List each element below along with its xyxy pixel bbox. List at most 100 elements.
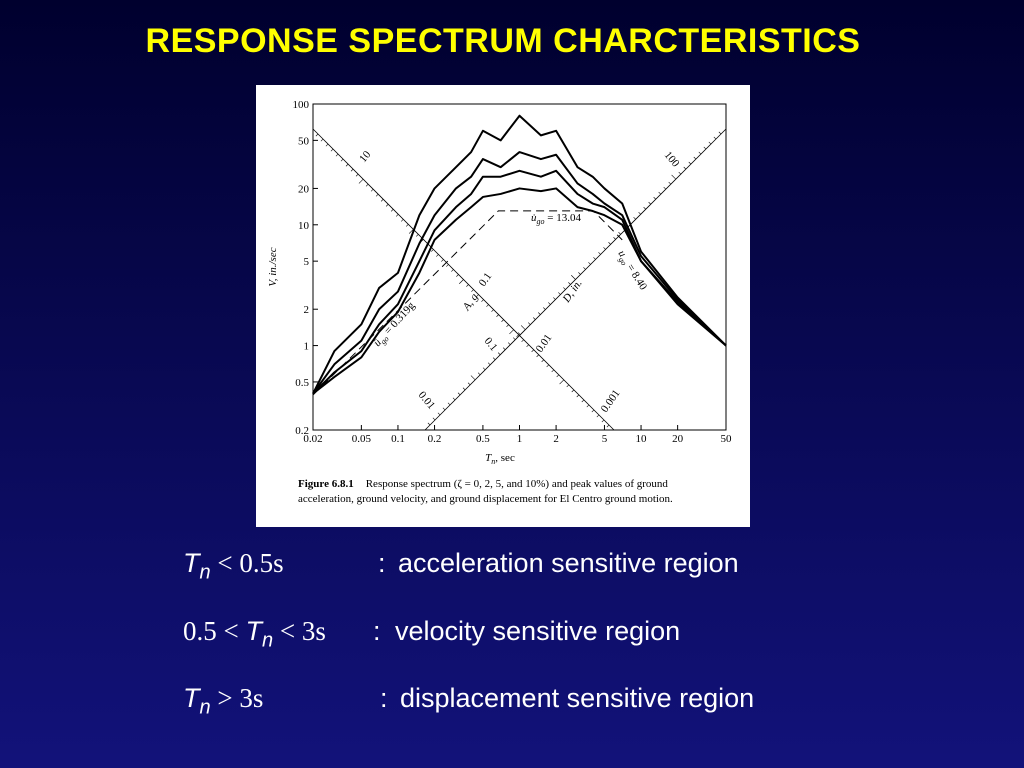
diagonal-tick — [512, 337, 516, 340]
diagonal-tick — [442, 407, 446, 411]
diagonal-tick — [471, 289, 474, 292]
spectrum-line — [312, 151, 727, 395]
y-tick-label: 50 — [298, 135, 310, 147]
diagonal-tick — [452, 397, 456, 401]
region-item: Tn < 0.5s: acceleration sensitive region — [183, 548, 739, 584]
spectrum-line — [312, 187, 727, 395]
diagonal-tick — [345, 163, 349, 167]
diagonal-tick — [588, 262, 591, 265]
diagonal-tick — [486, 304, 489, 307]
diagonal-tick — [688, 161, 692, 165]
diagonal-tick — [608, 242, 611, 245]
x-label-text: , sec — [495, 452, 515, 464]
diagonal-tick — [558, 292, 561, 295]
math-sub: n — [199, 561, 211, 584]
diagonal-tick — [408, 229, 414, 234]
diagonal-tick — [467, 382, 471, 386]
diagonal-tick — [658, 191, 661, 195]
diagonal-tick — [648, 201, 651, 205]
diagonal-tick — [618, 232, 621, 235]
region-description: displacement sensitive region — [400, 683, 755, 713]
diagonal-tick — [591, 409, 595, 413]
diagonal-tick — [613, 237, 616, 240]
diagonal-tick — [451, 269, 454, 272]
caption-line: Figure 6.8.1 Response spectrum (ζ = 0, 2,… — [298, 478, 668, 490]
diagonal-tick — [497, 352, 501, 355]
y-tick-label: 1 — [304, 341, 310, 353]
diagonal-tick — [355, 173, 359, 177]
y-tick-label: 100 — [293, 99, 310, 111]
diagonal-tick — [536, 354, 539, 358]
y-tick-label: 20 — [298, 183, 310, 195]
diagonal-tick — [633, 216, 636, 220]
x-tick-label: 1 — [517, 433, 523, 445]
separator: : — [373, 616, 381, 646]
diagonal-tick — [693, 156, 697, 160]
diagonal-tick — [596, 414, 600, 418]
diagonal-tick — [441, 259, 444, 262]
peak-text: = 0.319g — [380, 299, 417, 339]
x-tick-label: 20 — [672, 433, 684, 445]
diagonal-tick — [517, 332, 521, 335]
y-tick-label: 0.5 — [295, 377, 309, 389]
caption-label: Figure 6.8.1 — [298, 478, 354, 490]
diagonal-tick — [683, 166, 687, 170]
diagonal-tick — [526, 344, 529, 348]
y-tick-label: 2 — [304, 304, 310, 316]
caption-text: Response spectrum (ζ = 0, 2, 5, and 10%)… — [366, 478, 669, 490]
diagonal-tick — [663, 186, 667, 190]
diagonal-tick — [335, 153, 339, 157]
diagonal-tick — [506, 324, 509, 327]
diagonal-tick — [456, 274, 459, 277]
diagonal-tick — [477, 372, 481, 376]
diagonal-tick — [365, 183, 369, 187]
diagonal-tick — [643, 206, 646, 210]
diagonal-tick — [533, 317, 536, 320]
diagonal-tick — [370, 188, 374, 192]
region-description: velocity sensitive region — [395, 616, 681, 646]
diagonal-tick — [531, 349, 534, 353]
diagonal-tick — [509, 329, 514, 335]
diagonal-tick — [350, 168, 354, 172]
math-after: < 3s — [273, 616, 326, 646]
diagonal-tick — [566, 384, 570, 388]
x-tick-label: 10 — [636, 433, 648, 445]
spectrum-line — [312, 114, 727, 395]
x-label-symbol: T — [485, 452, 492, 464]
diagonal-tick — [437, 412, 441, 416]
diagonal-tick — [315, 133, 319, 137]
x-tick-label: 0.1 — [391, 433, 405, 445]
diagonal-tick — [638, 211, 641, 215]
diagonal-tick — [708, 141, 712, 145]
diagonal-tick — [416, 234, 419, 237]
x-tick-label: 0.02 — [303, 433, 322, 445]
diagonal-tick — [320, 138, 324, 142]
x-tick-label: 5 — [602, 433, 608, 445]
diagonal-tick — [330, 148, 334, 152]
diagonal-tick — [553, 297, 556, 300]
diagonal-tick — [436, 254, 439, 257]
peak-label: u̇go = 13.04 — [531, 212, 581, 226]
diagonal-tick — [487, 362, 491, 365]
caption-text: acceleration, ground velocity, and groun… — [298, 493, 673, 505]
diagonal-tick — [586, 404, 590, 408]
region-item: 0.5 < Tn < 3s: velocity sensitive region — [183, 616, 680, 652]
separator: : — [378, 548, 386, 578]
math-symbol: T — [245, 616, 262, 646]
diagonal-tick — [571, 275, 576, 280]
diagonal-tick — [491, 309, 494, 312]
diagonal-tick — [427, 422, 431, 426]
diagonal-tick — [400, 219, 404, 222]
diagonal-tick — [678, 171, 682, 175]
region-description: acceleration sensitive region — [398, 548, 739, 578]
diagonal-tick — [576, 394, 580, 398]
diagonal-tick — [395, 214, 399, 217]
diagonal-label: 0.1 — [477, 271, 495, 289]
diagonal-tick — [385, 204, 389, 207]
diagonal-tick — [340, 158, 344, 162]
diagonal-tick — [447, 402, 451, 406]
x-axis-label: Tn, sec — [485, 452, 515, 466]
diagonal-tick — [432, 417, 436, 421]
y-tick-label: 5 — [304, 256, 310, 268]
